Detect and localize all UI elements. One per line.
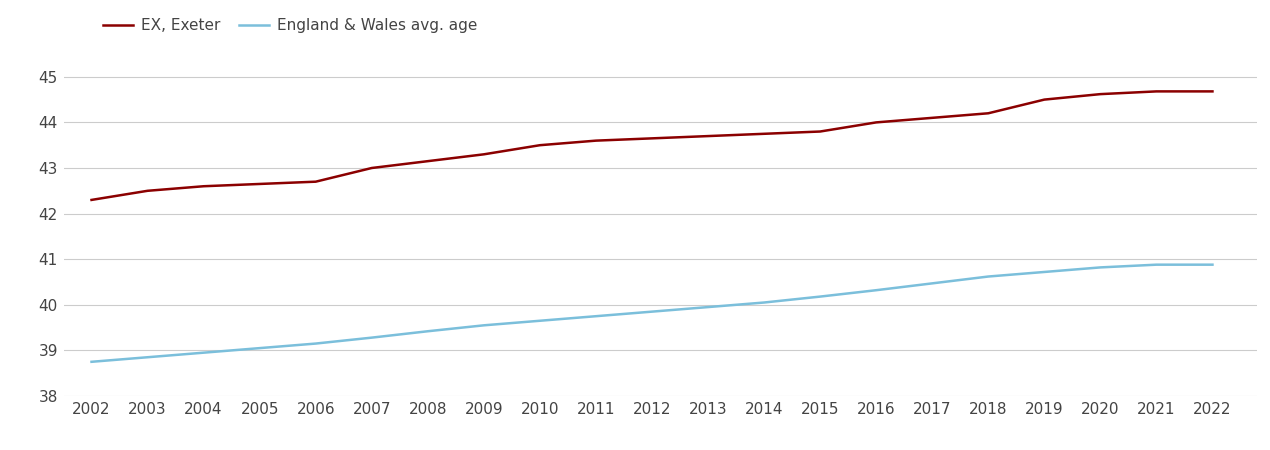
- England & Wales avg. age: [420, 328, 436, 334]
- England & Wales avg. age: [701, 304, 716, 310]
- EX, Exeter: [84, 197, 99, 202]
- EX, Exeter: [925, 115, 940, 121]
- EX, Exeter: [1205, 89, 1220, 94]
- EX, Exeter: [588, 138, 603, 144]
- England & Wales avg. age: [1092, 265, 1107, 270]
- EX, Exeter: [420, 158, 436, 164]
- EX, Exeter: [251, 181, 267, 187]
- EX, Exeter: [644, 135, 659, 141]
- England & Wales avg. age: [84, 359, 99, 364]
- EX, Exeter: [532, 143, 547, 148]
- EX, Exeter: [140, 188, 155, 194]
- EX, Exeter: [813, 129, 828, 134]
- Legend: EX, Exeter, England & Wales avg. age: EX, Exeter, England & Wales avg. age: [97, 12, 483, 39]
- England & Wales avg. age: [1205, 262, 1220, 267]
- England & Wales avg. age: [588, 314, 603, 319]
- EX, Exeter: [701, 133, 716, 139]
- England & Wales avg. age: [476, 323, 491, 328]
- EX, Exeter: [1092, 91, 1107, 97]
- England & Wales avg. age: [757, 300, 772, 305]
- EX, Exeter: [757, 131, 772, 136]
- England & Wales avg. age: [813, 294, 828, 299]
- EX, Exeter: [1149, 89, 1165, 94]
- England & Wales avg. age: [644, 309, 659, 315]
- Line: EX, Exeter: EX, Exeter: [91, 91, 1213, 200]
- England & Wales avg. age: [309, 341, 324, 346]
- EX, Exeter: [980, 111, 996, 116]
- England & Wales avg. age: [925, 281, 940, 286]
- EX, Exeter: [869, 120, 884, 125]
- England & Wales avg. age: [364, 335, 380, 340]
- EX, Exeter: [196, 184, 211, 189]
- England & Wales avg. age: [980, 274, 996, 279]
- England & Wales avg. age: [1036, 269, 1052, 274]
- EX, Exeter: [309, 179, 324, 184]
- England & Wales avg. age: [869, 288, 884, 293]
- Line: England & Wales avg. age: England & Wales avg. age: [91, 265, 1213, 362]
- EX, Exeter: [364, 165, 380, 171]
- EX, Exeter: [476, 152, 491, 157]
- England & Wales avg. age: [196, 350, 211, 356]
- EX, Exeter: [1036, 97, 1052, 102]
- England & Wales avg. age: [532, 318, 547, 324]
- England & Wales avg. age: [140, 355, 155, 360]
- England & Wales avg. age: [251, 346, 267, 351]
- England & Wales avg. age: [1149, 262, 1165, 267]
